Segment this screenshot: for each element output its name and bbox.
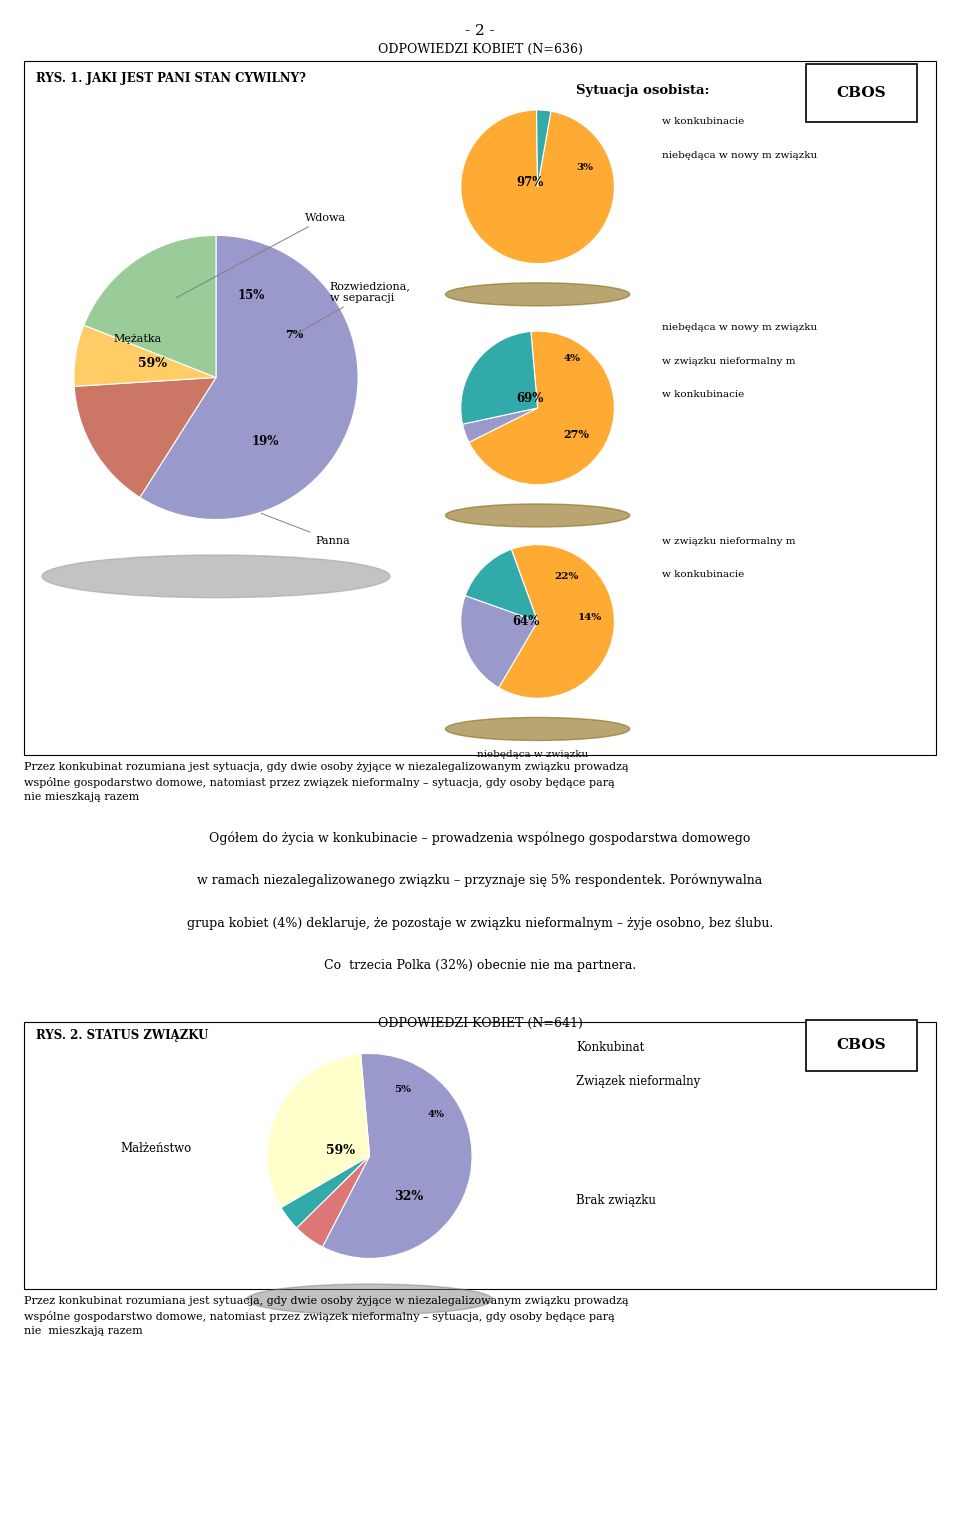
Text: 19%: 19% — [252, 435, 279, 448]
Wedge shape — [537, 110, 551, 188]
Wedge shape — [463, 407, 538, 442]
Text: Co  trzecia Polka (32%) obecnie nie ma partnera.: Co trzecia Polka (32%) obecnie nie ma pa… — [324, 959, 636, 973]
Text: niebędąca w nowy m związku: niebędąca w nowy m związku — [662, 323, 818, 332]
Wedge shape — [499, 544, 614, 698]
Wedge shape — [468, 331, 614, 485]
Wedge shape — [281, 1156, 370, 1228]
Text: 27%: 27% — [564, 430, 588, 441]
Text: RYS. 1. JAKI JEST PANI STAN CYWILNY?: RYS. 1. JAKI JEST PANI STAN CYWILNY? — [36, 72, 306, 85]
Text: Wdowa: Wdowa — [176, 212, 346, 297]
Text: Ogółem do życia w konkubinacie – prowadzenia wspólnego gospodarstwa domowego: Ogółem do życia w konkubinacie – prowadz… — [209, 831, 751, 845]
Wedge shape — [297, 1156, 370, 1247]
Text: ODPOWIEDZI KOBIET (N=641): ODPOWIEDZI KOBIET (N=641) — [377, 1017, 583, 1031]
Text: ODPOWIEDZI KOBIET (N=636): ODPOWIEDZI KOBIET (N=636) — [377, 43, 583, 56]
Text: w konkubinacie: w konkubinacie — [662, 570, 745, 580]
Ellipse shape — [42, 555, 390, 598]
Text: CBOS: CBOS — [837, 1039, 886, 1052]
Text: 3%: 3% — [577, 163, 593, 172]
Wedge shape — [74, 378, 216, 497]
Text: CBOS: CBOS — [837, 85, 886, 101]
Text: RYS. 2. STATUS ZWIĄZKU: RYS. 2. STATUS ZWIĄZKU — [36, 1029, 209, 1043]
Text: 59%: 59% — [326, 1144, 355, 1157]
Wedge shape — [84, 235, 216, 378]
Text: Związek nieformalny: Związek nieformalny — [576, 1075, 700, 1087]
Text: w związku nieformalny m: w związku nieformalny m — [662, 537, 796, 546]
Text: 4%: 4% — [428, 1110, 444, 1119]
Text: 7%: 7% — [285, 329, 303, 340]
Text: 22%: 22% — [555, 572, 579, 581]
Text: Mężatka: Mężatka — [113, 334, 162, 345]
Text: Małżeństwo: Małżeństwo — [121, 1142, 192, 1154]
Text: 15%: 15% — [238, 288, 265, 302]
Ellipse shape — [445, 503, 630, 528]
Wedge shape — [466, 549, 538, 622]
Text: 32%: 32% — [394, 1191, 423, 1203]
Wedge shape — [323, 1054, 472, 1258]
Wedge shape — [461, 596, 538, 688]
Wedge shape — [461, 110, 614, 264]
Wedge shape — [267, 1054, 370, 1208]
Wedge shape — [140, 235, 358, 520]
Text: - 2 -: - 2 - — [466, 24, 494, 38]
Text: niebędąca w związku: niebędąca w związku — [477, 750, 588, 759]
Text: Przez ​konkubinat​ rozumiana jest sytuacja, gdy dwie osoby żyjące w niezalegaliz: Przez ​konkubinat​ rozumiana jest sytuac… — [24, 762, 629, 802]
Ellipse shape — [445, 717, 630, 741]
Wedge shape — [74, 325, 216, 386]
Ellipse shape — [445, 282, 630, 307]
Text: 97%: 97% — [516, 177, 543, 189]
Wedge shape — [461, 331, 538, 424]
Text: 64%: 64% — [513, 615, 540, 628]
Text: w konkubinacie: w konkubinacie — [662, 117, 745, 127]
Text: Przez ​konkubinat​ rozumiana jest sytuacja, gdy dwie osoby żyjące w niezalegaliz: Przez ​konkubinat​ rozumiana jest sytuac… — [24, 1296, 629, 1336]
Text: Rozwiedziona,
w separacji: Rozwiedziona, w separacji — [297, 282, 411, 334]
Text: Sytuacja osobista:: Sytuacja osobista: — [576, 84, 710, 98]
Text: Panna: Panna — [261, 514, 350, 546]
Text: 59%: 59% — [137, 357, 167, 369]
Text: grupa kobiet (4%) deklaruje, że pozostaje w związku nieformalnym – żyje osobno, : grupa kobiet (4%) deklaruje, że pozostaj… — [187, 917, 773, 930]
Text: Konkubinat: Konkubinat — [576, 1042, 644, 1054]
Text: w ramach niezalegalizowanego związku – przyznaje się 5% respondentek. Porównywal: w ramach niezalegalizowanego związku – p… — [198, 874, 762, 888]
Text: 69%: 69% — [516, 392, 543, 406]
Text: 14%: 14% — [578, 613, 602, 622]
Ellipse shape — [247, 1284, 492, 1315]
Text: Brak związku: Brak związku — [576, 1194, 656, 1206]
Text: niebędąca w nowy m związku: niebędąca w nowy m związku — [662, 151, 818, 160]
Text: w konkubinacie: w konkubinacie — [662, 390, 745, 400]
Text: w związku nieformalny m: w związku nieformalny m — [662, 357, 796, 366]
Text: 4%: 4% — [564, 354, 581, 363]
Text: 5%: 5% — [394, 1084, 411, 1093]
